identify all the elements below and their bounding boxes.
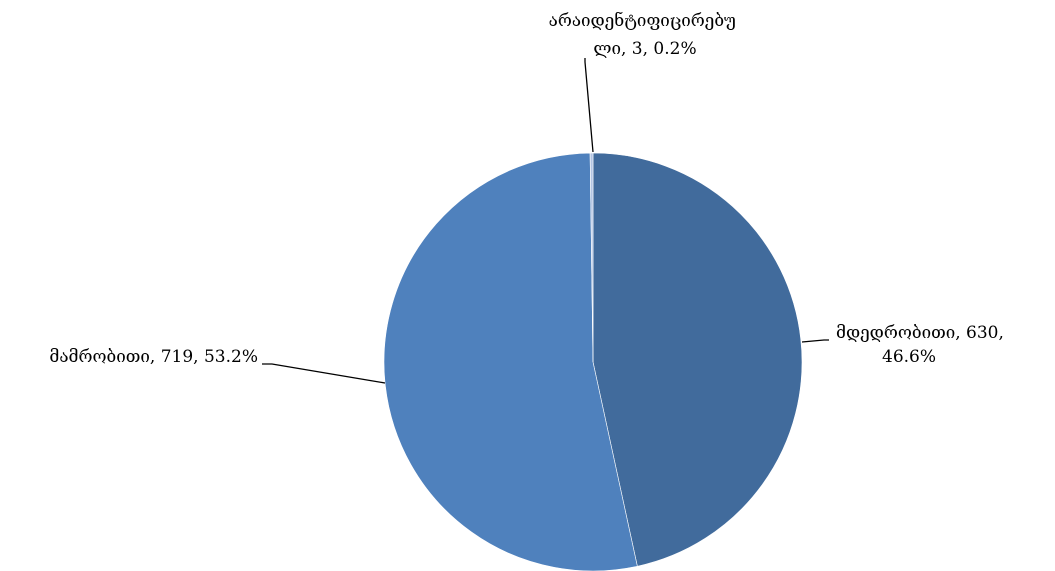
data-label-unidentified-line-1: არაიდენტიფიცირებუ: [549, 11, 736, 31]
leader-lines: [262, 58, 829, 384]
data-label-unidentified: არაიდენტიფიცირებუ ლი, 3, 0.2%: [549, 11, 742, 59]
pie-slices: [383, 152, 803, 571]
leader-line-male: [262, 363, 386, 384]
data-label-male: მამრობითი, 719, 53.2%: [49, 347, 258, 367]
pie-slice-male: [383, 152, 638, 571]
data-label-unidentified-line-2: ლი, 3, 0.2%: [593, 39, 696, 59]
leader-line-unidentified: [584, 58, 594, 153]
data-label-female: მდედრობითი, 630, 46.6%: [836, 323, 1009, 367]
pie-slice-female: [592, 152, 803, 567]
pie-slice-unidentified: [589, 152, 594, 363]
data-label-female-line-1: მდედრობითი, 630,: [836, 323, 1004, 343]
data-label-male-line-1: მამრობითი, 719, 53.2%: [49, 347, 258, 367]
leader-line-female: [801, 339, 829, 343]
data-label-female-line-2: 46.6%: [882, 347, 936, 367]
